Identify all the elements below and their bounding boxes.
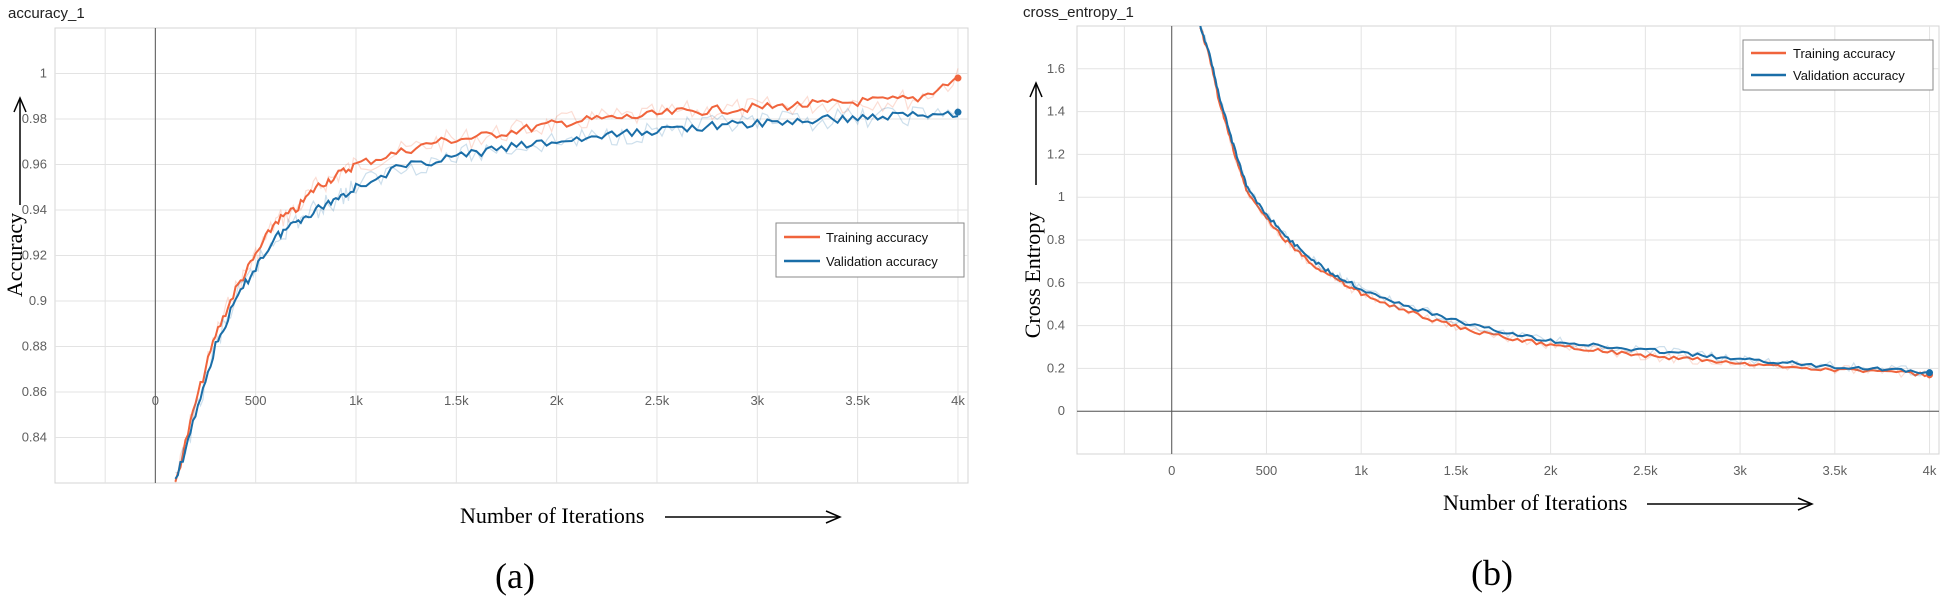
- x-tick-label: 500: [1256, 463, 1278, 478]
- x-tick-label: 3k: [1733, 463, 1747, 478]
- series-accuracy: [174, 68, 962, 483]
- caption-a: (a): [495, 556, 535, 596]
- y-tick-label: 0.9: [29, 293, 47, 308]
- y-tick-label: 0.84: [22, 430, 47, 445]
- legend-label-validation: Validation accuracy: [826, 254, 938, 269]
- legend-cross-entropy: Training accuracy Validation accuracy: [1742, 39, 1934, 91]
- legend-label-training: Training accuracy: [1793, 46, 1896, 61]
- series-end-point: [954, 108, 962, 116]
- x-axis-arrowhead-accuracy: [825, 510, 842, 524]
- y-tick-label: 1.6: [1047, 61, 1065, 76]
- y-tick-label: 0.92: [22, 248, 47, 263]
- x-tick-label: 3k: [750, 393, 764, 408]
- legend-accuracy: Training accuracy Validation accuracy: [775, 222, 965, 278]
- x-tick-label: 1.5k: [1444, 463, 1469, 478]
- series-end-point: [1926, 369, 1934, 377]
- y-tick-label: 0.2: [1047, 360, 1065, 375]
- y-tick-label: 1.4: [1047, 104, 1065, 119]
- series-line-training: [174, 75, 959, 483]
- chart-panel-accuracy: accuracy_1 0 500 1k 1.5k 2k 2.5k 3k 3.5k 4k0.840…: [2, 5, 969, 596]
- y-tick-label: 1: [40, 66, 47, 81]
- x-tick-label: 4k: [1923, 463, 1937, 478]
- grid-cross-entropy: [1077, 26, 1939, 454]
- y-tick-label: 0.86: [22, 384, 47, 399]
- x-tick-label: 2k: [550, 393, 564, 408]
- y-axis-arrowhead-cross-entropy: [1029, 81, 1043, 98]
- series-raw-line-validation: [175, 106, 959, 474]
- x-tick-label: 1k: [349, 393, 363, 408]
- series-end-point: [954, 74, 962, 82]
- x-axis-label-cross-entropy: Number of Iterations: [1443, 490, 1628, 515]
- legend-label-training: Training accuracy: [826, 230, 929, 245]
- y-tick-label: 0.4: [1047, 318, 1065, 333]
- x-axis-arrowhead-cross-entropy: [1797, 497, 1814, 511]
- x-tick-label: 2.5k: [645, 393, 670, 408]
- x-tick-label: 0: [1168, 463, 1175, 478]
- x-tick-label: 3.5k: [845, 393, 870, 408]
- chart-panel-cross-entropy: cross_entropy_1 0 500 1k 1.5k 2k 2.5k 3k 3.5k 4k…: [1020, 4, 1940, 593]
- panel-title-accuracy: accuracy_1: [8, 5, 85, 22]
- x-axis-label-accuracy: Number of Iterations: [460, 503, 645, 528]
- y-axis-label-accuracy: Accuracy: [2, 213, 27, 297]
- y-tick-label: 1: [1058, 189, 1065, 204]
- ticks-accuracy: 0 500 1k 1.5k 2k 2.5k 3k 3.5k 4k 0.84 0.86 0.88 0.9 0…: [22, 66, 966, 445]
- x-tick-label: 2.5k: [1633, 463, 1658, 478]
- y-tick-label: 0: [1058, 403, 1065, 418]
- y-axis-arrowhead-accuracy: [13, 96, 27, 113]
- legend-label-validation: Validation accuracy: [1793, 68, 1905, 83]
- y-tick-label: 1.2: [1047, 146, 1065, 161]
- series-line-validation: [174, 110, 959, 480]
- x-tick-label: 1.5k: [444, 393, 469, 408]
- y-axis-label-cross-entropy: Cross Entropy: [1020, 212, 1045, 339]
- grid-accuracy: [55, 28, 968, 483]
- y-tick-label: 0.96: [22, 157, 47, 172]
- series-line-training: [1199, 27, 1930, 378]
- x-tick-label: 3.5k: [1823, 463, 1848, 478]
- x-tick-label: 2k: [1544, 463, 1558, 478]
- y-tick-label: 0.94: [22, 202, 47, 217]
- x-tick-label: 1k: [1354, 463, 1368, 478]
- series-cross-entropy: [1199, 26, 1934, 380]
- legend-box: [1742, 39, 1934, 91]
- series-clip-group: [1199, 26, 1931, 380]
- y-tick-label: 0.6: [1047, 275, 1065, 290]
- legend-box: [775, 222, 965, 278]
- caption-b: (b): [1471, 553, 1513, 593]
- x-tick-label: 0: [152, 393, 159, 408]
- x-tick-label: 500: [245, 393, 267, 408]
- panel-title-cross-entropy: cross_entropy_1: [1023, 4, 1134, 21]
- series-line-validation: [1199, 26, 1930, 375]
- y-tick-label: 0.88: [22, 339, 47, 354]
- x-tick-label: 4k: [951, 393, 965, 408]
- series-clip-group: [174, 68, 959, 483]
- ticks-cross-entropy: 0 500 1k 1.5k 2k 2.5k 3k 3.5k 4k 0 0.2 0.4 0.6 0.8 1 1.…: [1047, 61, 1937, 478]
- y-tick-label: 0.98: [22, 111, 47, 126]
- y-tick-label: 0.8: [1047, 232, 1065, 247]
